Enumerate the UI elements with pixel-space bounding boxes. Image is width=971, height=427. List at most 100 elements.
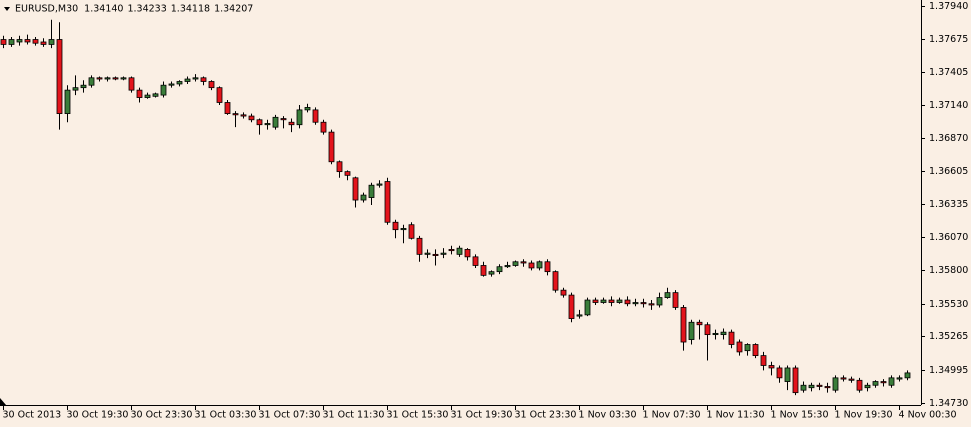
y-tick-label: 1.36605 [929, 166, 968, 177]
candle-body [408, 224, 415, 239]
menu-arrow[interactable] [4, 7, 10, 11]
candle-body [688, 321, 695, 340]
candle-body [24, 39, 31, 43]
candle-body [624, 299, 631, 305]
x-tick-label: 31 Oct 11:30 [323, 410, 385, 421]
y-tick-label: 1.37405 [929, 67, 968, 78]
x-tick-label: 1 Nov 11:30 [707, 410, 765, 421]
candle-body [384, 181, 391, 223]
candle-body [448, 249, 455, 252]
candle-body [400, 228, 407, 231]
candle-body [8, 39, 15, 45]
candle-body [80, 84, 87, 89]
candle-body [240, 114, 247, 117]
candle-body [760, 355, 767, 366]
candle-body [704, 324, 711, 336]
candle-body [872, 381, 879, 386]
candle-body [904, 372, 911, 379]
candle-body [128, 77, 135, 91]
candle-body [864, 384, 871, 389]
candle-body [672, 292, 679, 308]
candle-body [528, 262, 535, 269]
candle-body [888, 377, 895, 386]
candle-body [800, 384, 807, 391]
candle-body [344, 171, 351, 176]
candle-body [192, 77, 199, 80]
candle-body [48, 39, 55, 45]
candle-body [296, 109, 303, 126]
candle-body [304, 107, 311, 111]
candle-body [432, 253, 439, 256]
candle-body [584, 299, 591, 316]
candle-body [88, 77, 95, 86]
quote-value: 1.34140 [84, 4, 123, 15]
candle-body [792, 367, 799, 394]
candle-body [744, 344, 751, 352]
candle-body [376, 183, 383, 186]
candle-body [136, 89, 143, 98]
candle-body [536, 261, 543, 269]
quote-value: 1.34233 [127, 4, 166, 15]
candle-body [832, 377, 839, 391]
x-tick-label: 1 Nov 03:30 [579, 410, 637, 421]
candle-body [368, 184, 375, 198]
candle-body [104, 77, 111, 80]
candle-body [496, 266, 503, 273]
candle-body [488, 271, 495, 275]
y-tick-label: 1.36070 [929, 232, 968, 243]
candle-body [320, 121, 327, 133]
candle-body [216, 87, 223, 103]
candle-body [160, 84, 167, 96]
x-tick-label: 30 Oct 2013 [3, 410, 62, 421]
x-tick-label: 31 Oct 03:30 [195, 410, 257, 421]
candle-body [232, 113, 239, 116]
candle-body [632, 302, 639, 305]
candle-body [816, 384, 823, 387]
candle-body [856, 379, 863, 391]
candle-body [272, 116, 279, 128]
candle-body [224, 102, 231, 114]
candle-body [600, 299, 607, 303]
candle-body [880, 381, 887, 384]
y-tick-label: 1.37140 [929, 100, 968, 111]
candle-body [456, 247, 463, 255]
candle-body [576, 314, 583, 317]
x-tick-label: 4 Nov 00:30 [899, 410, 957, 421]
candle-body [248, 115, 255, 121]
y-tick-label: 1.36335 [929, 199, 968, 210]
candle-body [280, 118, 287, 121]
candle-body [200, 77, 207, 82]
candle-body [328, 131, 335, 163]
candle-body [392, 221, 399, 231]
x-tick-label: 30 Oct 19:30 [67, 410, 129, 421]
candle-body [720, 331, 727, 336]
candle-body [768, 365, 775, 369]
candle-body [208, 81, 215, 89]
candle-body [64, 89, 71, 114]
candle-body [592, 299, 599, 303]
candle-body [696, 321, 703, 326]
corner-mark [0, 398, 6, 405]
candle-body [808, 384, 815, 389]
candle-body [16, 39, 23, 43]
candle-body [360, 194, 367, 201]
candle-body [472, 256, 479, 266]
y-tick-label: 1.35265 [929, 331, 968, 342]
candle-body [680, 307, 687, 343]
candle-body [144, 94, 151, 98]
candle-body [184, 78, 191, 82]
candle-body [464, 249, 471, 258]
candle-body [824, 386, 831, 389]
x-tick-label: 31 Oct 23:30 [515, 410, 577, 421]
candle-body [752, 344, 759, 357]
y-tick-label: 1.35800 [929, 265, 968, 276]
chart-title: EURUSD,M30 [15, 4, 78, 15]
candle-body [520, 261, 527, 264]
candle-body [264, 123, 271, 126]
candle-body [288, 121, 295, 126]
y-tick-label: 1.34730 [929, 398, 968, 409]
candle-body [840, 377, 847, 380]
candle-body [336, 161, 343, 173]
candle-body [96, 77, 103, 80]
